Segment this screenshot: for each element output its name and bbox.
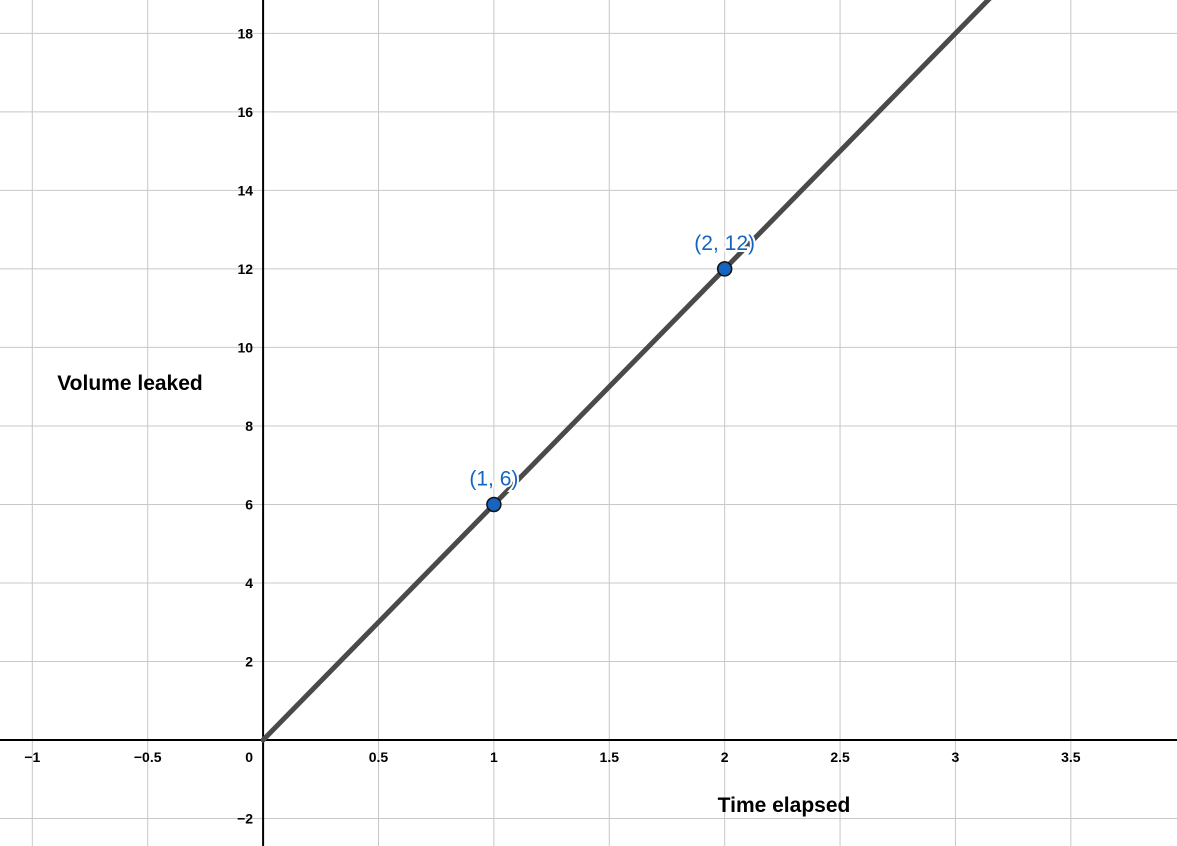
x-tick-label: 0.5 [369,749,389,765]
x-tick-label: 2 [721,749,729,765]
y-tick-label: −2 [237,811,253,827]
data-point [716,261,733,277]
x-tick-label: 1 [490,749,498,765]
point-label: (2, 12) [694,232,755,255]
y-tick-label: 4 [245,575,253,591]
y-tick-label: 16 [238,104,254,120]
y-tick-label: 12 [238,261,254,277]
x-tick-label: −0.5 [134,749,162,765]
x-tick-label: 3 [952,749,960,765]
series-line [260,0,992,743]
tick-labels: −1 −0.5 0 0.5 1 1.5 2 2.5 3 3.5 −2 2 4 6 8 10 12 14 16 18 [24,25,1080,826]
origin-label: 0 [245,749,253,765]
y-tick-label: 2 [245,653,253,669]
data-points: (1, 6) (2, 12) [467,230,757,513]
x-axis-label: Time elapsed [718,794,851,817]
x-tick-label: 1.5 [600,749,620,765]
point-label: (1, 6) [469,467,518,490]
y-tick-label: 10 [238,339,254,355]
x-tick-label: 3.5 [1061,749,1081,765]
y-tick-label: 8 [245,418,253,434]
series-lines [260,0,992,743]
x-tick-label: 2.5 [830,749,850,765]
x-tick-label: −1 [24,749,40,765]
data-point [486,496,502,513]
y-tick-label: 14 [238,182,254,198]
y-tick-label: 18 [238,25,254,41]
y-axis-label: Volume leaked [57,372,203,395]
y-tick-label: 6 [245,496,253,512]
